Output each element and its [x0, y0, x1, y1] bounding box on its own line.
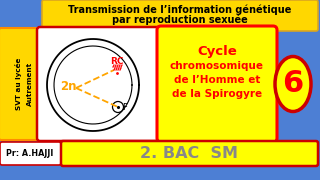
FancyBboxPatch shape: [0, 142, 61, 165]
Text: de la Spirogyre: de la Spirogyre: [172, 89, 262, 99]
Text: 6: 6: [282, 69, 304, 98]
Text: SVT au lycée: SVT au lycée: [15, 58, 22, 110]
FancyBboxPatch shape: [61, 141, 318, 166]
FancyBboxPatch shape: [0, 28, 39, 140]
Ellipse shape: [275, 57, 311, 111]
Text: par reproduction sexuée: par reproduction sexuée: [112, 15, 248, 25]
FancyBboxPatch shape: [37, 27, 161, 141]
Text: 2n: 2n: [60, 80, 76, 93]
FancyBboxPatch shape: [157, 26, 277, 142]
Text: chromosomique: chromosomique: [170, 61, 264, 71]
Text: Cycle: Cycle: [197, 46, 237, 58]
Text: Pr: A.HAJJI: Pr: A.HAJJI: [6, 149, 54, 158]
Text: Transmission de l’information génétique: Transmission de l’information génétique: [68, 5, 292, 15]
Text: Autrement: Autrement: [27, 62, 33, 106]
Text: 2. BAC  SM: 2. BAC SM: [140, 146, 238, 161]
Text: F: F: [123, 103, 127, 112]
FancyBboxPatch shape: [42, 0, 318, 31]
Text: de l’Homme et: de l’Homme et: [174, 75, 260, 85]
Text: RC: RC: [110, 57, 124, 66]
